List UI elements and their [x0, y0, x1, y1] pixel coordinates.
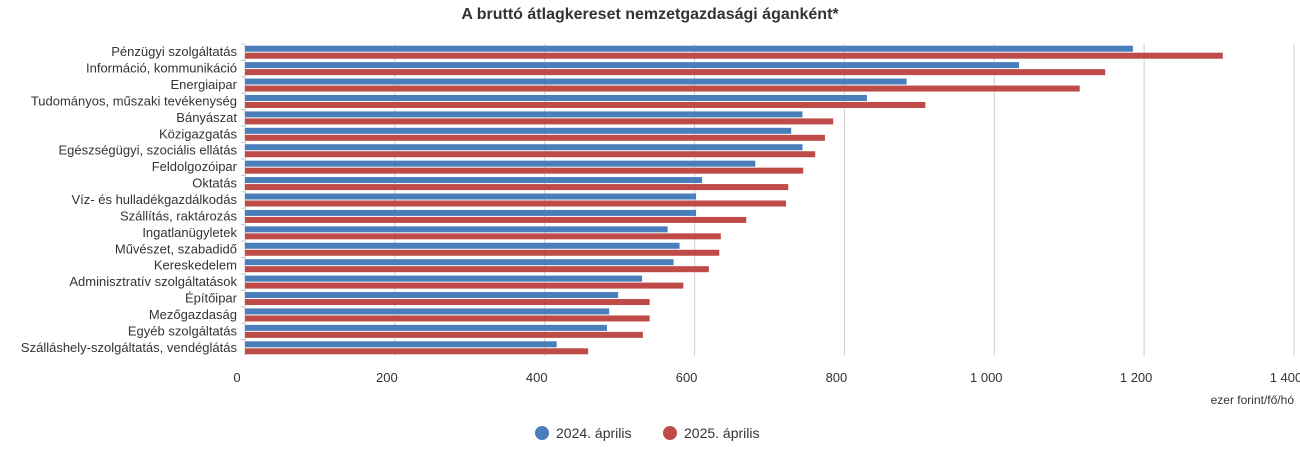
x-tick-label: 1 200 — [1120, 370, 1153, 385]
x-tick-label: 200 — [376, 370, 398, 385]
bar-2025[interactable] — [245, 167, 804, 174]
bar-2025[interactable] — [245, 134, 825, 141]
legend-label: 2024. április — [556, 425, 632, 441]
bar-2024[interactable] — [245, 193, 697, 200]
bar-2024[interactable] — [245, 242, 680, 249]
bar-2024[interactable] — [245, 94, 867, 101]
bar-2024[interactable] — [245, 144, 803, 151]
legend-marker — [535, 426, 549, 440]
bar-series — [245, 45, 1223, 355]
category-label: Mezőgazdaság — [149, 307, 237, 322]
category-label: Szálláshely-szolgáltatás, vendéglátás — [21, 340, 238, 355]
bar-2024[interactable] — [245, 160, 756, 167]
x-tick-label: 1 400 — [1270, 370, 1300, 385]
category-label: Építőipar — [185, 291, 238, 306]
category-label: Víz- és hulladékgazdálkodás — [72, 192, 238, 207]
legend-marker — [663, 426, 677, 440]
bar-2025[interactable] — [245, 331, 643, 338]
bar-2025[interactable] — [245, 249, 720, 256]
category-label: Ingatlanügyletek — [142, 225, 237, 240]
bar-2024[interactable] — [245, 45, 1133, 52]
bar-2024[interactable] — [245, 259, 674, 266]
bar-2025[interactable] — [245, 151, 816, 158]
bar-2025[interactable] — [245, 184, 789, 191]
bar-2025[interactable] — [245, 101, 926, 108]
bar-2025[interactable] — [245, 299, 650, 306]
category-label: Pénzügyi szolgáltatás — [111, 44, 237, 59]
bar-2024[interactable] — [245, 62, 1020, 69]
bar-2024[interactable] — [245, 127, 792, 134]
bar-2025[interactable] — [245, 348, 589, 355]
bar-2024[interactable] — [245, 78, 907, 85]
category-label: Tudományos, műszaki tevékenység — [31, 93, 237, 108]
bar-2025[interactable] — [245, 282, 684, 289]
chart-title: A bruttó átlagkereset nemzetgazdasági ág… — [461, 6, 839, 23]
category-label: Szállítás, raktározás — [120, 208, 238, 223]
bar-2024[interactable] — [245, 209, 697, 216]
category-label: Információ, kommunikáció — [86, 61, 237, 76]
bar-2025[interactable] — [245, 118, 834, 125]
legend-item-2025[interactable]: 2025. április — [663, 425, 760, 441]
x-axis-ticks: 0 200 400 600 800 1 000 1 200 1 400 — [233, 370, 1300, 385]
bar-2025[interactable] — [245, 216, 747, 223]
category-labels: Pénzügyi szolgáltatás Információ, kommuni… — [21, 44, 238, 355]
legend[interactable]: 2024. április 2025. április — [535, 425, 760, 441]
bar-2025[interactable] — [245, 52, 1223, 59]
x-axis-unit-label: ezer forint/fő/hó — [1211, 393, 1295, 407]
x-tick-label: 400 — [526, 370, 548, 385]
x-tick-label: 600 — [676, 370, 698, 385]
bar-2024[interactable] — [245, 226, 668, 233]
category-label: Egészségügyi, szociális ellátás — [59, 143, 238, 158]
category-label: Oktatás — [192, 176, 237, 191]
bar-2024[interactable] — [245, 308, 610, 315]
legend-label: 2025. április — [684, 425, 760, 441]
category-label: Közigazgatás — [159, 126, 238, 141]
bar-2025[interactable] — [245, 200, 786, 207]
bar-2024[interactable] — [245, 111, 803, 118]
bar-2025[interactable] — [245, 85, 1080, 92]
x-tick-label: 1 000 — [970, 370, 1003, 385]
bar-2025[interactable] — [245, 233, 721, 240]
category-label: Művészet, szabadidő — [115, 241, 237, 256]
bar-2025[interactable] — [245, 266, 709, 273]
bar-2024[interactable] — [245, 341, 557, 348]
x-tick-label: 0 — [233, 370, 240, 385]
bar-2025[interactable] — [245, 315, 650, 322]
category-label: Bányászat — [176, 110, 237, 125]
x-tick-label: 800 — [826, 370, 848, 385]
category-label: Kereskedelem — [154, 258, 237, 273]
legend-item-2024[interactable]: 2024. április — [535, 425, 632, 441]
category-label: Feldolgozóipar — [152, 159, 238, 174]
bar-2024[interactable] — [245, 275, 643, 282]
bar-2025[interactable] — [245, 69, 1106, 76]
bar-2024[interactable] — [245, 177, 703, 184]
category-label: Adminisztratív szolgáltatások — [69, 274, 237, 289]
bar-2024[interactable] — [245, 292, 619, 299]
bar-2024[interactable] — [245, 324, 607, 331]
category-label: Energiaipar — [171, 77, 238, 92]
category-label: Egyéb szolgáltatás — [128, 323, 238, 338]
